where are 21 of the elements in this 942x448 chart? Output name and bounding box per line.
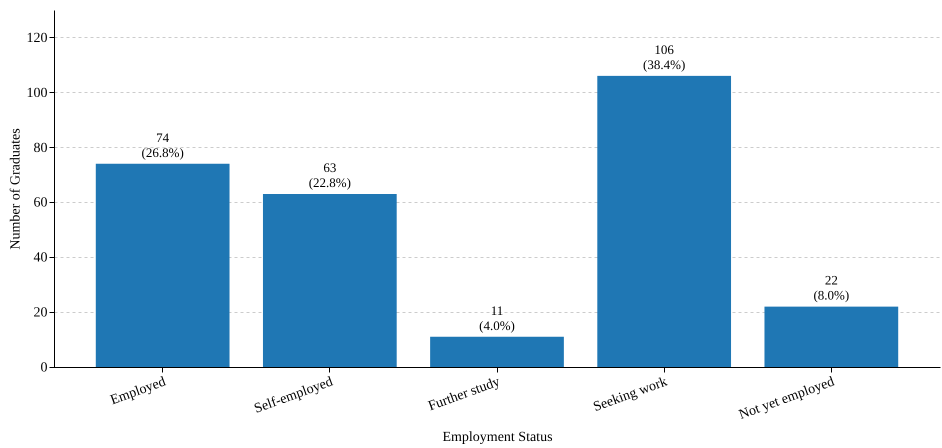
bar bbox=[96, 164, 230, 367]
data-label: 74 (26.8%) bbox=[142, 130, 184, 160]
data-label: 11 (4.0%) bbox=[479, 302, 515, 333]
x-axis-title: Employment Status bbox=[442, 430, 553, 445]
x-tick-label: Seeking work bbox=[591, 374, 670, 416]
y-tick-label: 100 bbox=[26, 86, 48, 101]
y-tick-label: 0 bbox=[40, 360, 48, 376]
bar bbox=[262, 194, 397, 367]
data-label: 22 (8.0%) bbox=[813, 272, 850, 303]
y-tick-label: 40 bbox=[34, 250, 48, 266]
y-tick-label: 60 bbox=[34, 196, 48, 211]
data-label: 63 (22.8%) bbox=[308, 160, 351, 190]
y-tick-label: 20 bbox=[34, 306, 48, 321]
y-tick-label: 120 bbox=[26, 30, 48, 46]
bar bbox=[597, 76, 732, 367]
y-axis-title: Number of Graduates bbox=[8, 128, 24, 250]
x-tick-label: Further study bbox=[426, 374, 502, 414]
data-label: 106 (38.4%) bbox=[643, 42, 686, 72]
bar bbox=[430, 336, 564, 367]
y-tick-label: 80 bbox=[34, 140, 48, 156]
bar bbox=[764, 306, 898, 367]
